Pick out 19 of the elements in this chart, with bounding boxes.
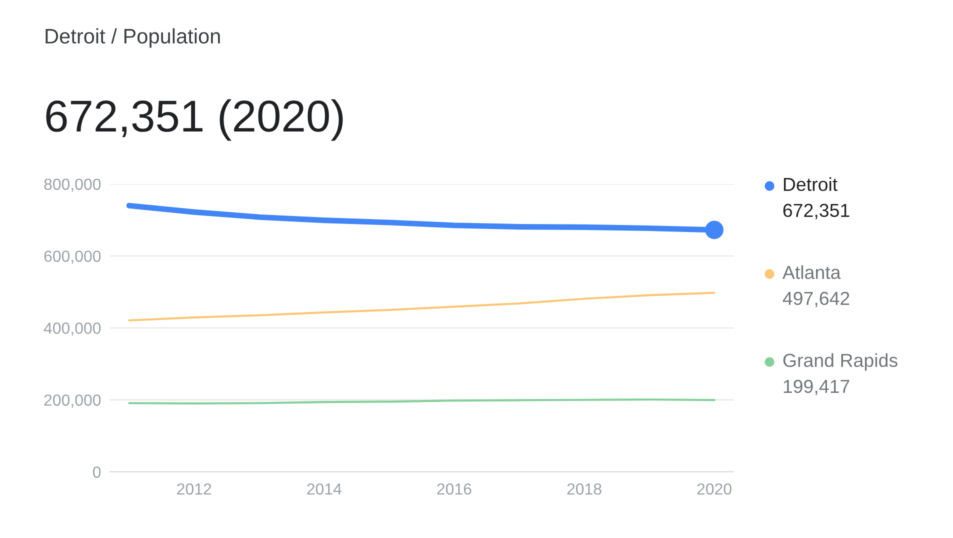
legend-label: Atlanta	[782, 265, 841, 280]
chart-subtitle: 672,351 (2020)	[46, 99, 343, 141]
x-tick-label: 2018	[567, 483, 602, 495]
legend-label: Grand Rapids	[783, 353, 898, 371]
text: 672,351	[783, 204, 850, 220]
y-tick-label: 600,000	[44, 250, 101, 264]
x-tick-label: 2020	[697, 483, 732, 495]
line-series	[128, 292, 716, 322]
y-tick-label: 0	[93, 466, 101, 478]
chart-title: Detroit / Population	[46, 28, 220, 48]
y-tick-label: 400,000	[44, 322, 101, 336]
legend-label: Detroit	[784, 177, 838, 192]
y-tick-label: 200,000	[44, 394, 101, 408]
x-tick-label: 2012	[177, 483, 212, 495]
x-tick-label: 2016	[437, 483, 472, 495]
text: 199,417	[784, 380, 850, 396]
y-tick-label: 800,000	[44, 178, 101, 192]
text: 497,642	[782, 292, 850, 308]
x-tick-label: 2014	[307, 483, 342, 495]
